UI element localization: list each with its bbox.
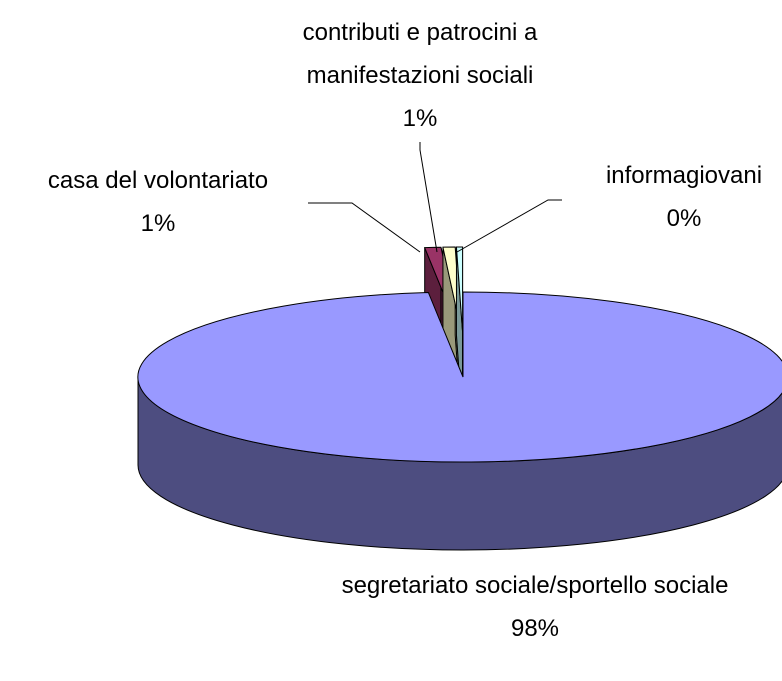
slice-top	[455, 246, 464, 333]
leader-line	[419, 142, 438, 253]
category-name: segretariato sociale/sportello sociale	[341, 572, 729, 599]
leader-lines	[308, 142, 562, 253]
value-label: 0%	[666, 205, 702, 232]
slice-top	[137, 291, 782, 463]
category-name: casa del volontariato	[47, 167, 269, 194]
value-label: 98%	[510, 615, 560, 642]
category-name: contributi e patrocini a manifestazioni …	[302, 19, 538, 89]
slice-label: segretariato sociale/sportello sociale 98…	[325, 564, 745, 650]
slice-label: informagiovani 0%	[574, 154, 782, 240]
slices	[137, 246, 782, 551]
value-label: 1%	[402, 105, 438, 132]
slice-label: contributi e patrocini a manifestazioni …	[250, 11, 590, 140]
slice-label: casa del volontariato 1%	[28, 159, 288, 245]
category-name: informagiovani	[605, 162, 763, 189]
leader-line	[456, 199, 562, 253]
leader-line	[308, 202, 421, 253]
value-label: 1%	[140, 210, 176, 237]
